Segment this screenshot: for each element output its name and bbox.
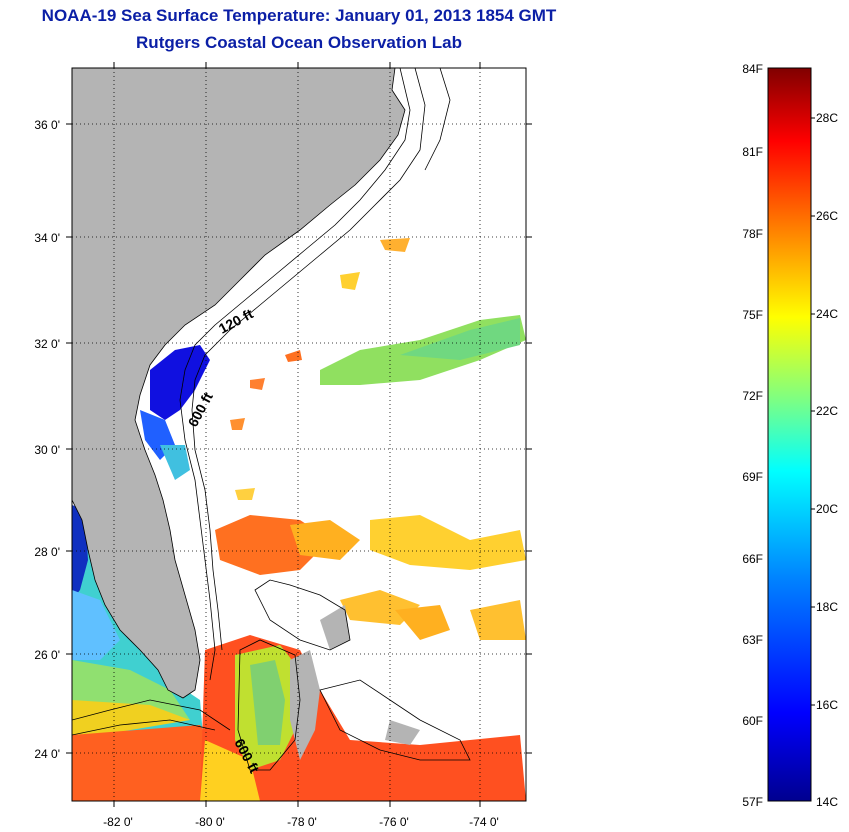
colorbar-c-label: 14C bbox=[816, 795, 838, 809]
colorbar-f-label: 63F bbox=[742, 633, 763, 647]
colorbar-f-label: 84F bbox=[742, 62, 763, 76]
colorbar-gradient bbox=[767, 67, 812, 802]
lat-label: 26 0' bbox=[34, 648, 60, 662]
colorbar: 84F 81F 78F 75F 72F 69F 66F 63F 60F 57F … bbox=[742, 62, 838, 809]
colorbar-c-label: 24C bbox=[816, 307, 838, 321]
lon-label: -74 0' bbox=[469, 815, 499, 829]
colorbar-f-label: 78F bbox=[742, 227, 763, 241]
lon-label: -82 0' bbox=[103, 815, 133, 829]
colorbar-c-labels: 28C 26C 24C 22C 20C 18C 16C 14C bbox=[816, 111, 838, 809]
isobath-contours bbox=[72, 68, 471, 771]
colorbar-f-label: 75F bbox=[742, 308, 763, 322]
lat-label: 32 0' bbox=[34, 337, 60, 351]
lon-label: -80 0' bbox=[195, 815, 225, 829]
map-subtitle: Rutgers Coastal Ocean Observation Lab bbox=[136, 33, 462, 52]
lon-label: -78 0' bbox=[287, 815, 317, 829]
colorbar-c-label: 26C bbox=[816, 209, 838, 223]
colorbar-c-label: 20C bbox=[816, 502, 838, 516]
lat-label: 24 0' bbox=[34, 747, 60, 761]
lat-label: 30 0' bbox=[34, 443, 60, 457]
map-frame bbox=[71, 67, 527, 802]
colorbar-f-label: 57F bbox=[742, 795, 763, 809]
colorbar-f-label: 60F bbox=[742, 714, 763, 728]
sst-patches bbox=[72, 238, 526, 801]
colorbar-c-label: 18C bbox=[816, 600, 838, 614]
lon-label: -76 0' bbox=[379, 815, 409, 829]
frame-ticks bbox=[66, 62, 532, 807]
colorbar-c-label: 28C bbox=[816, 111, 838, 125]
lat-label: 28 0' bbox=[34, 545, 60, 559]
colorbar-c-label: 22C bbox=[816, 404, 838, 418]
colorbar-f-label: 81F bbox=[742, 145, 763, 159]
colorbar-c-ticks bbox=[811, 117, 815, 706]
colorbar-f-label: 72F bbox=[742, 389, 763, 403]
sst-map bbox=[72, 68, 526, 801]
land-mass bbox=[72, 68, 406, 699]
colorbar-f-labels: 84F 81F 78F 75F 72F 69F 66F 63F 60F 57F bbox=[742, 62, 763, 809]
map-title: NOAA-19 Sea Surface Temperature: January… bbox=[41, 6, 557, 25]
lat-labels: 36 0' 34 0' 32 0' 30 0' 28 0' 26 0' 24 0… bbox=[34, 118, 60, 761]
colorbar-c-label: 16C bbox=[816, 698, 838, 712]
colorbar-f-label: 69F bbox=[742, 470, 763, 484]
lat-label: 34 0' bbox=[34, 231, 60, 245]
colorbar-f-label: 66F bbox=[742, 552, 763, 566]
lat-label: 36 0' bbox=[34, 118, 60, 132]
lon-labels: -82 0' -80 0' -78 0' -76 0' -74 0' bbox=[103, 815, 499, 829]
